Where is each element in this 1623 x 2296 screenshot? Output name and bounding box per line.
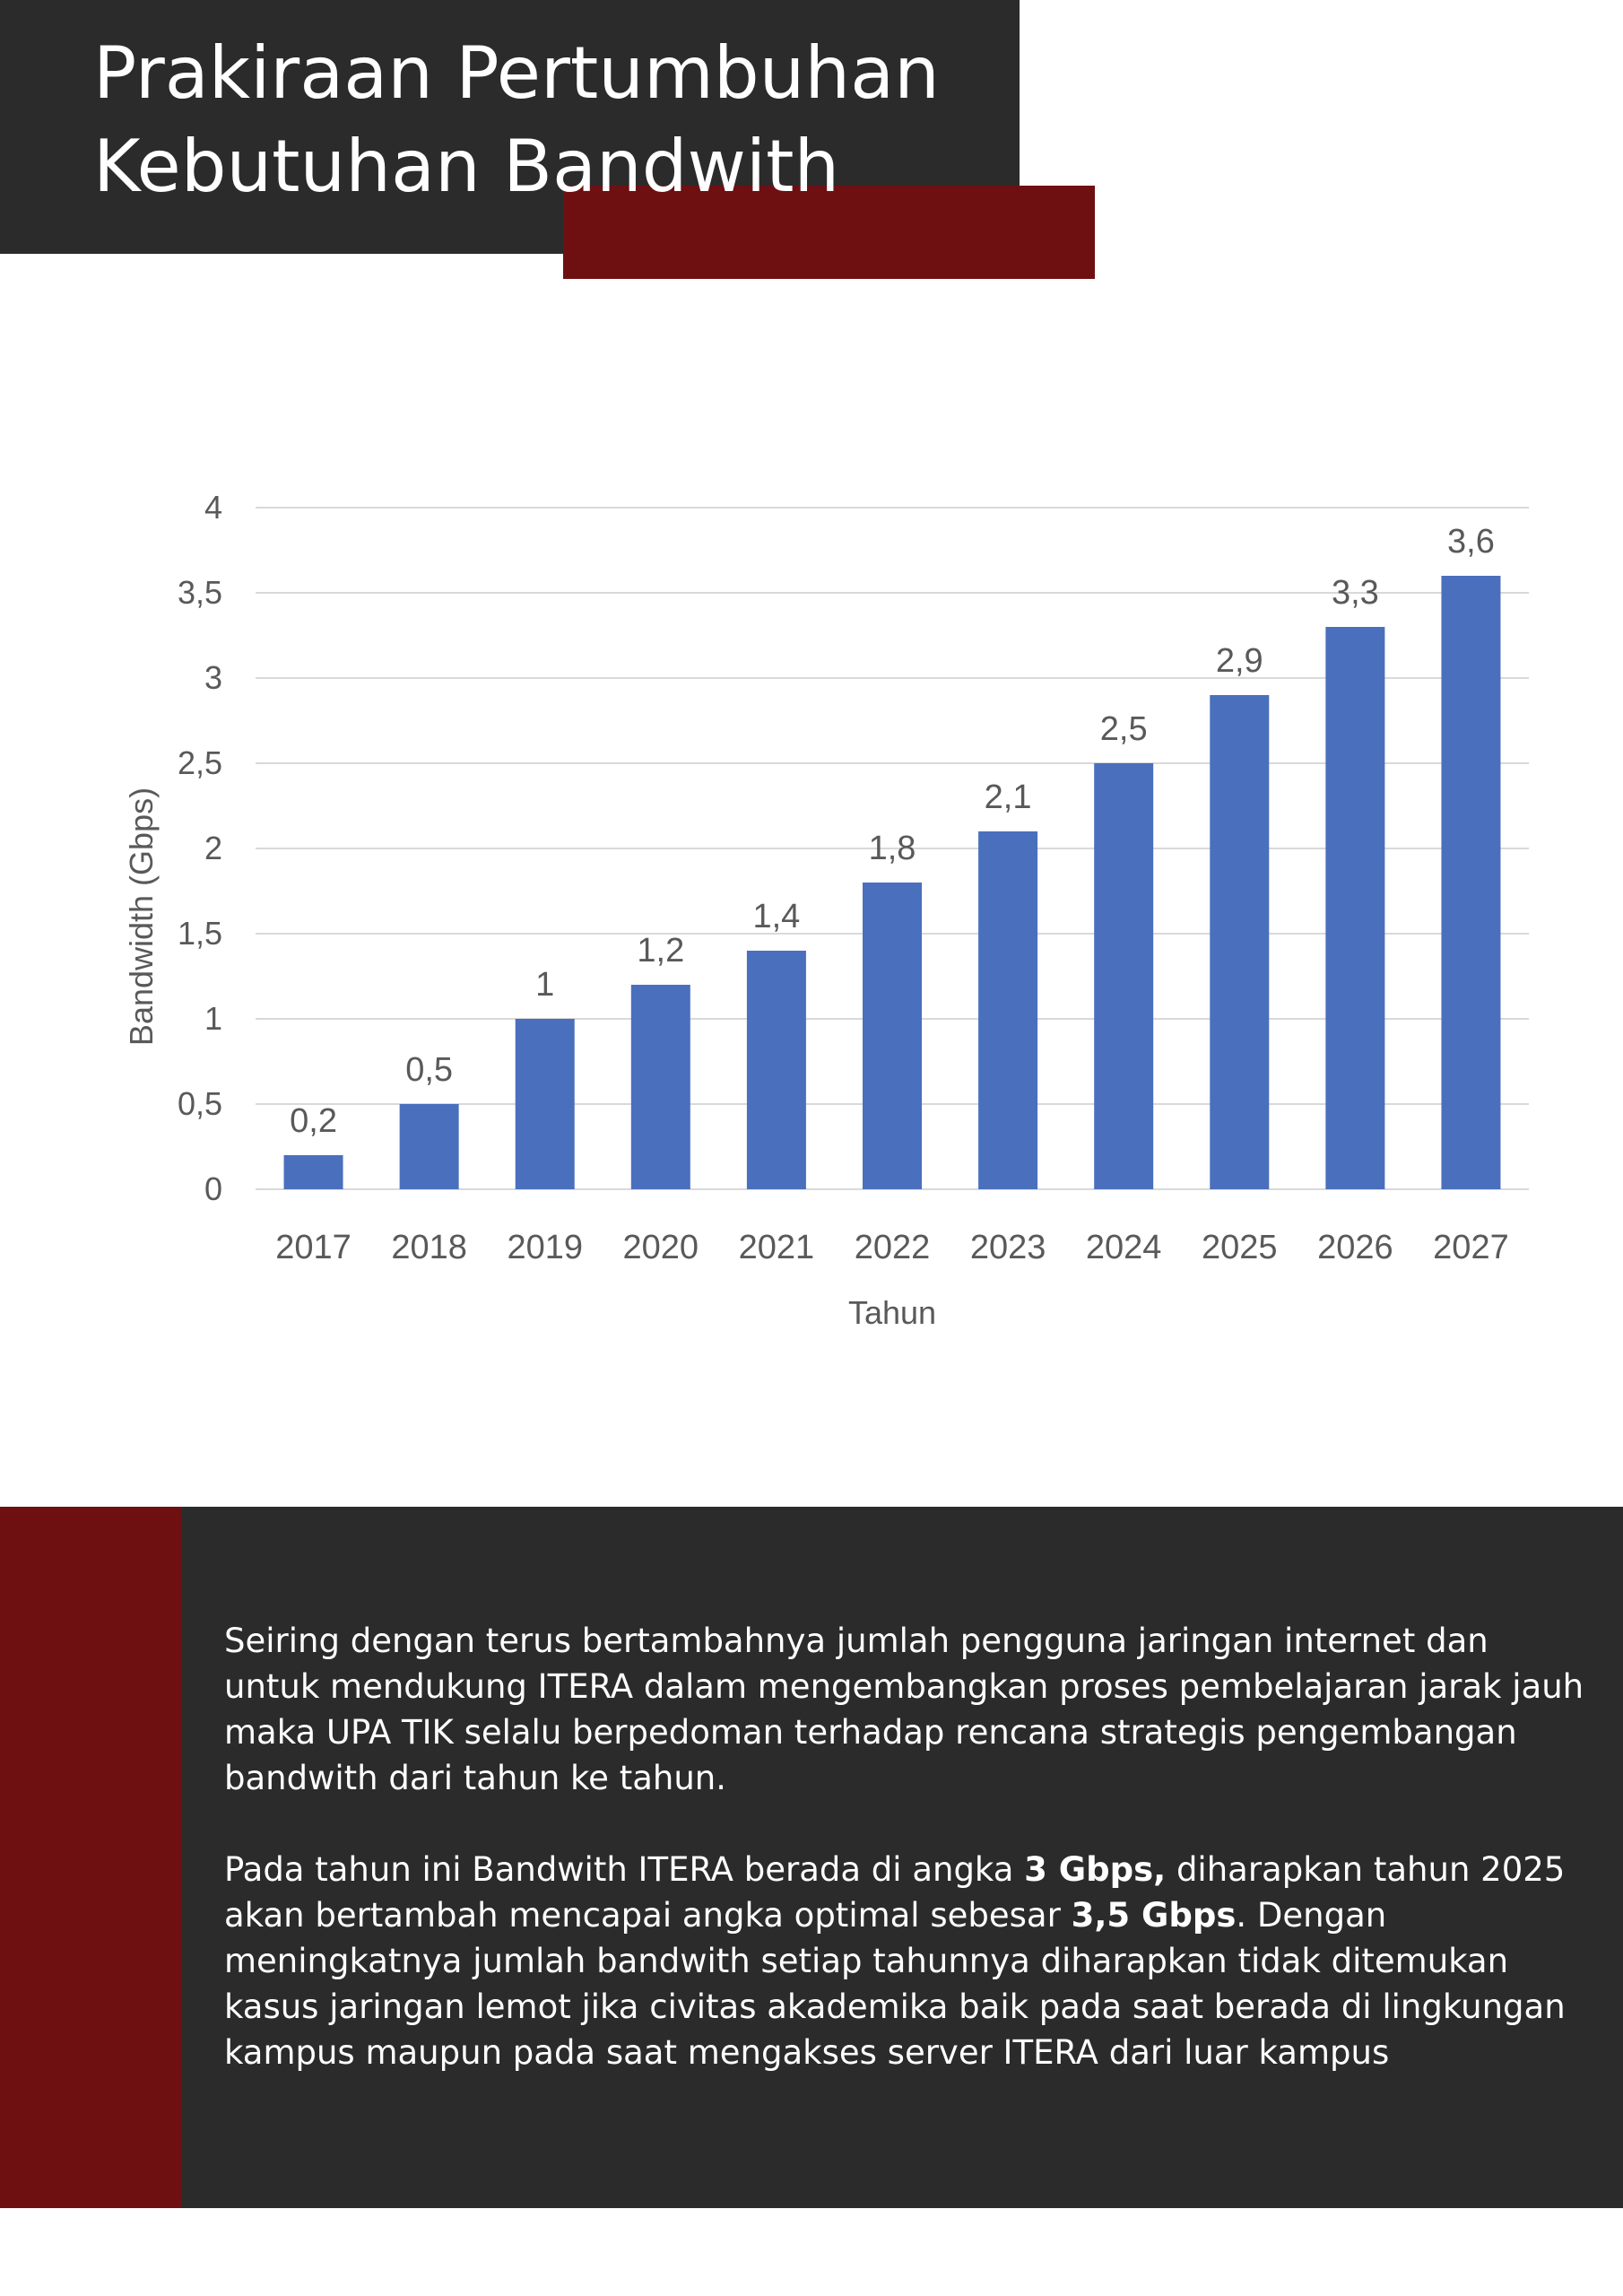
chart-x-axis-label: Tahun: [848, 1294, 936, 1331]
data-label-2024: 2,5: [1100, 710, 1148, 748]
x-tick-label-2019: 2019: [507, 1229, 583, 1266]
x-tick-label-2018: 2018: [391, 1229, 467, 1266]
bar-2018: [399, 1104, 459, 1189]
description-paragraph-2: Pada tahun ini Bandwith ITERA berada di …: [224, 1847, 1587, 2075]
bar-2020: [630, 985, 690, 1189]
data-label-2022: 1,8: [869, 830, 916, 867]
bandwidth-bar-chart: 0 0,5 1 1,5 2 2,5 3 3,5 4 0,2 0,5 1 1,2 1,4 1,8 2,1 2,5…: [123, 489, 1529, 1331]
data-label-2019: 1: [535, 966, 554, 1004]
description-p2-bold-2: 3,5 Gbps: [1071, 1896, 1237, 1935]
bar-2023: [978, 831, 1038, 1189]
x-tick-label-2021: 2021: [739, 1229, 815, 1266]
bar-2021: [746, 951, 806, 1189]
data-label-2017: 0,2: [290, 1102, 337, 1140]
y-tick-label: 0,5: [178, 1085, 222, 1122]
x-tick-label-2027: 2027: [1433, 1229, 1509, 1266]
chart-y-axis-label: Bandwidth (Gbps): [123, 787, 160, 1046]
page-title-line-1: Prakiraan Pertumbuhan: [93, 31, 940, 115]
chart-data-labels: 0,2 0,5 1 1,2 1,4 1,8 2,1 2,5 2,9 3,3 3,6: [290, 523, 1495, 1140]
y-tick-label: 1: [204, 1000, 222, 1037]
description-p2-bold-1: 3 Gbps,: [1024, 1850, 1167, 1889]
y-tick-label: 2: [204, 830, 222, 866]
x-tick-label-2017: 2017: [275, 1229, 352, 1266]
y-tick-label: 3: [204, 659, 222, 696]
chart-y-ticks: 0 0,5 1 1,5 2 2,5 3 3,5 4: [178, 489, 222, 1207]
description-accent-bar: [0, 1507, 182, 2208]
x-tick-label-2020: 2020: [623, 1229, 699, 1266]
data-label-2026: 3,3: [1332, 574, 1379, 612]
y-tick-label: 1,5: [178, 915, 222, 952]
chart-x-ticks: 2017 2018 2019 2020 2021 2022 2023 2024 2025 2026…: [275, 1229, 1508, 1266]
bar-2024: [1094, 763, 1154, 1189]
y-tick-label: 2,5: [178, 744, 222, 781]
title-accent-bar: [563, 186, 1095, 279]
description-p2-text-3: . Dengan meningkatnya jumlah bandwith se…: [224, 1896, 1566, 2072]
y-tick-label: 4: [204, 489, 222, 526]
data-label-2021: 1,4: [752, 898, 800, 935]
bar-2027: [1441, 576, 1501, 1189]
chart-bars: [283, 576, 1501, 1189]
bar-2017: [283, 1155, 343, 1189]
description-paragraph-1: Seiring dengan terus bertambahnya jumlah…: [224, 1622, 1584, 1797]
x-tick-label-2023: 2023: [970, 1229, 1046, 1266]
x-tick-label-2026: 2026: [1317, 1229, 1393, 1266]
page-title-line-2: Kebutuhan Bandwith: [93, 125, 840, 208]
bar-2019: [515, 1019, 575, 1189]
bar-2025: [1210, 695, 1270, 1189]
page-title: Prakiraan Pertumbuhan Kebutuhan Bandwith: [93, 27, 1080, 213]
x-tick-label-2022: 2022: [855, 1229, 931, 1266]
description-p2-text-1: Pada tahun ini Bandwith ITERA berada di …: [224, 1850, 1025, 1889]
data-label-2023: 2,1: [985, 778, 1032, 816]
bar-2026: [1325, 627, 1385, 1189]
bar-2022: [863, 883, 922, 1189]
y-tick-label: 3,5: [178, 574, 222, 611]
description-text: Seiring dengan terus bertambahnya jumlah…: [224, 1618, 1587, 2121]
x-tick-label-2025: 2025: [1202, 1229, 1278, 1266]
description-p2-text-2: diharapkan tahun 2025 akan bertambah men…: [224, 1850, 1566, 1935]
data-label-2025: 2,9: [1216, 642, 1263, 680]
data-label-2018: 0,5: [405, 1051, 453, 1089]
y-tick-label: 0: [204, 1170, 222, 1207]
x-tick-label-2024: 2024: [1086, 1229, 1162, 1266]
data-label-2020: 1,2: [637, 932, 684, 970]
data-label-2027: 3,6: [1447, 523, 1495, 561]
description-panel: [0, 1507, 1623, 2208]
